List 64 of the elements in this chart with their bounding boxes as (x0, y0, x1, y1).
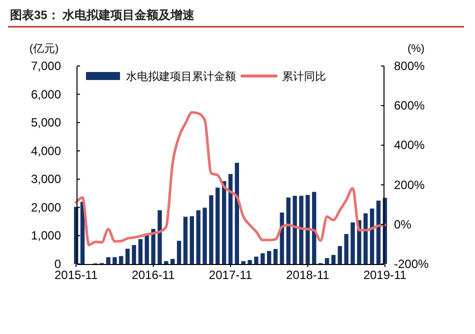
bar (312, 192, 316, 264)
bar (350, 222, 355, 264)
bar (370, 208, 374, 264)
y-tick-label: 0 (54, 257, 62, 271)
y-tick-label: 2,000 (30, 200, 62, 214)
bar (202, 208, 207, 264)
line-series (74, 111, 386, 246)
y2-tick-label: 200% (394, 178, 426, 192)
bar (222, 181, 226, 264)
bar (196, 210, 200, 264)
bar (164, 261, 168, 264)
y-tick-label: 4,000 (30, 144, 62, 158)
bar (338, 246, 342, 264)
legend-label: 水电拟建项目累计金额 (126, 70, 236, 83)
bar (183, 216, 188, 264)
bar (364, 213, 368, 264)
x-tick-label: 2017-11 (208, 268, 252, 282)
bar (119, 256, 124, 264)
y2-tick-label: 0% (394, 217, 412, 232)
bar (170, 258, 175, 264)
bar (209, 195, 214, 264)
bar (228, 174, 233, 264)
bar (331, 254, 336, 264)
y-tick-label: 6,000 (30, 87, 62, 102)
legend-label: 累计同比 (282, 70, 326, 83)
bar (216, 188, 220, 264)
bar (254, 256, 258, 264)
bar (324, 258, 330, 264)
bar (306, 194, 310, 264)
bar (344, 234, 348, 264)
bar (106, 257, 110, 264)
bar (267, 250, 272, 264)
y2-tick-label: 600% (394, 98, 426, 113)
bar (112, 257, 117, 264)
y2-tick-label: 800% (394, 59, 426, 73)
bar (299, 196, 304, 264)
bar (248, 260, 252, 264)
y-tick-label: 1,000 (30, 228, 62, 243)
x-tick-label: 2015-11 (54, 268, 98, 282)
bar (273, 249, 278, 264)
bar (260, 253, 265, 264)
bar (234, 162, 240, 264)
bar (241, 261, 246, 264)
bar (176, 240, 182, 264)
bar (132, 245, 136, 264)
x-tick-label: 2016-11 (132, 268, 176, 282)
y-axis-title: (亿元) (29, 43, 59, 55)
bar (138, 239, 143, 264)
y-tick-label: 3,000 (30, 172, 62, 186)
x-tick-label: 2018-11 (286, 268, 330, 282)
y2-axis-title: (%) (407, 43, 425, 55)
y2-tick-label: -200% (394, 257, 430, 271)
bar (125, 248, 130, 264)
x-tick-label: 2019-11 (363, 268, 407, 282)
bar (292, 196, 297, 264)
bar (376, 200, 381, 264)
y2-tick-label: 400% (394, 138, 426, 152)
bar (190, 216, 194, 264)
y-tick-label: 5,000 (30, 116, 62, 130)
chart-title: 图表35： 水电拟建项目金额及增速 (10, 8, 196, 22)
y-tick-label: 7,000 (30, 59, 62, 73)
bar (158, 210, 162, 264)
bar (151, 228, 156, 264)
bar (286, 198, 290, 264)
